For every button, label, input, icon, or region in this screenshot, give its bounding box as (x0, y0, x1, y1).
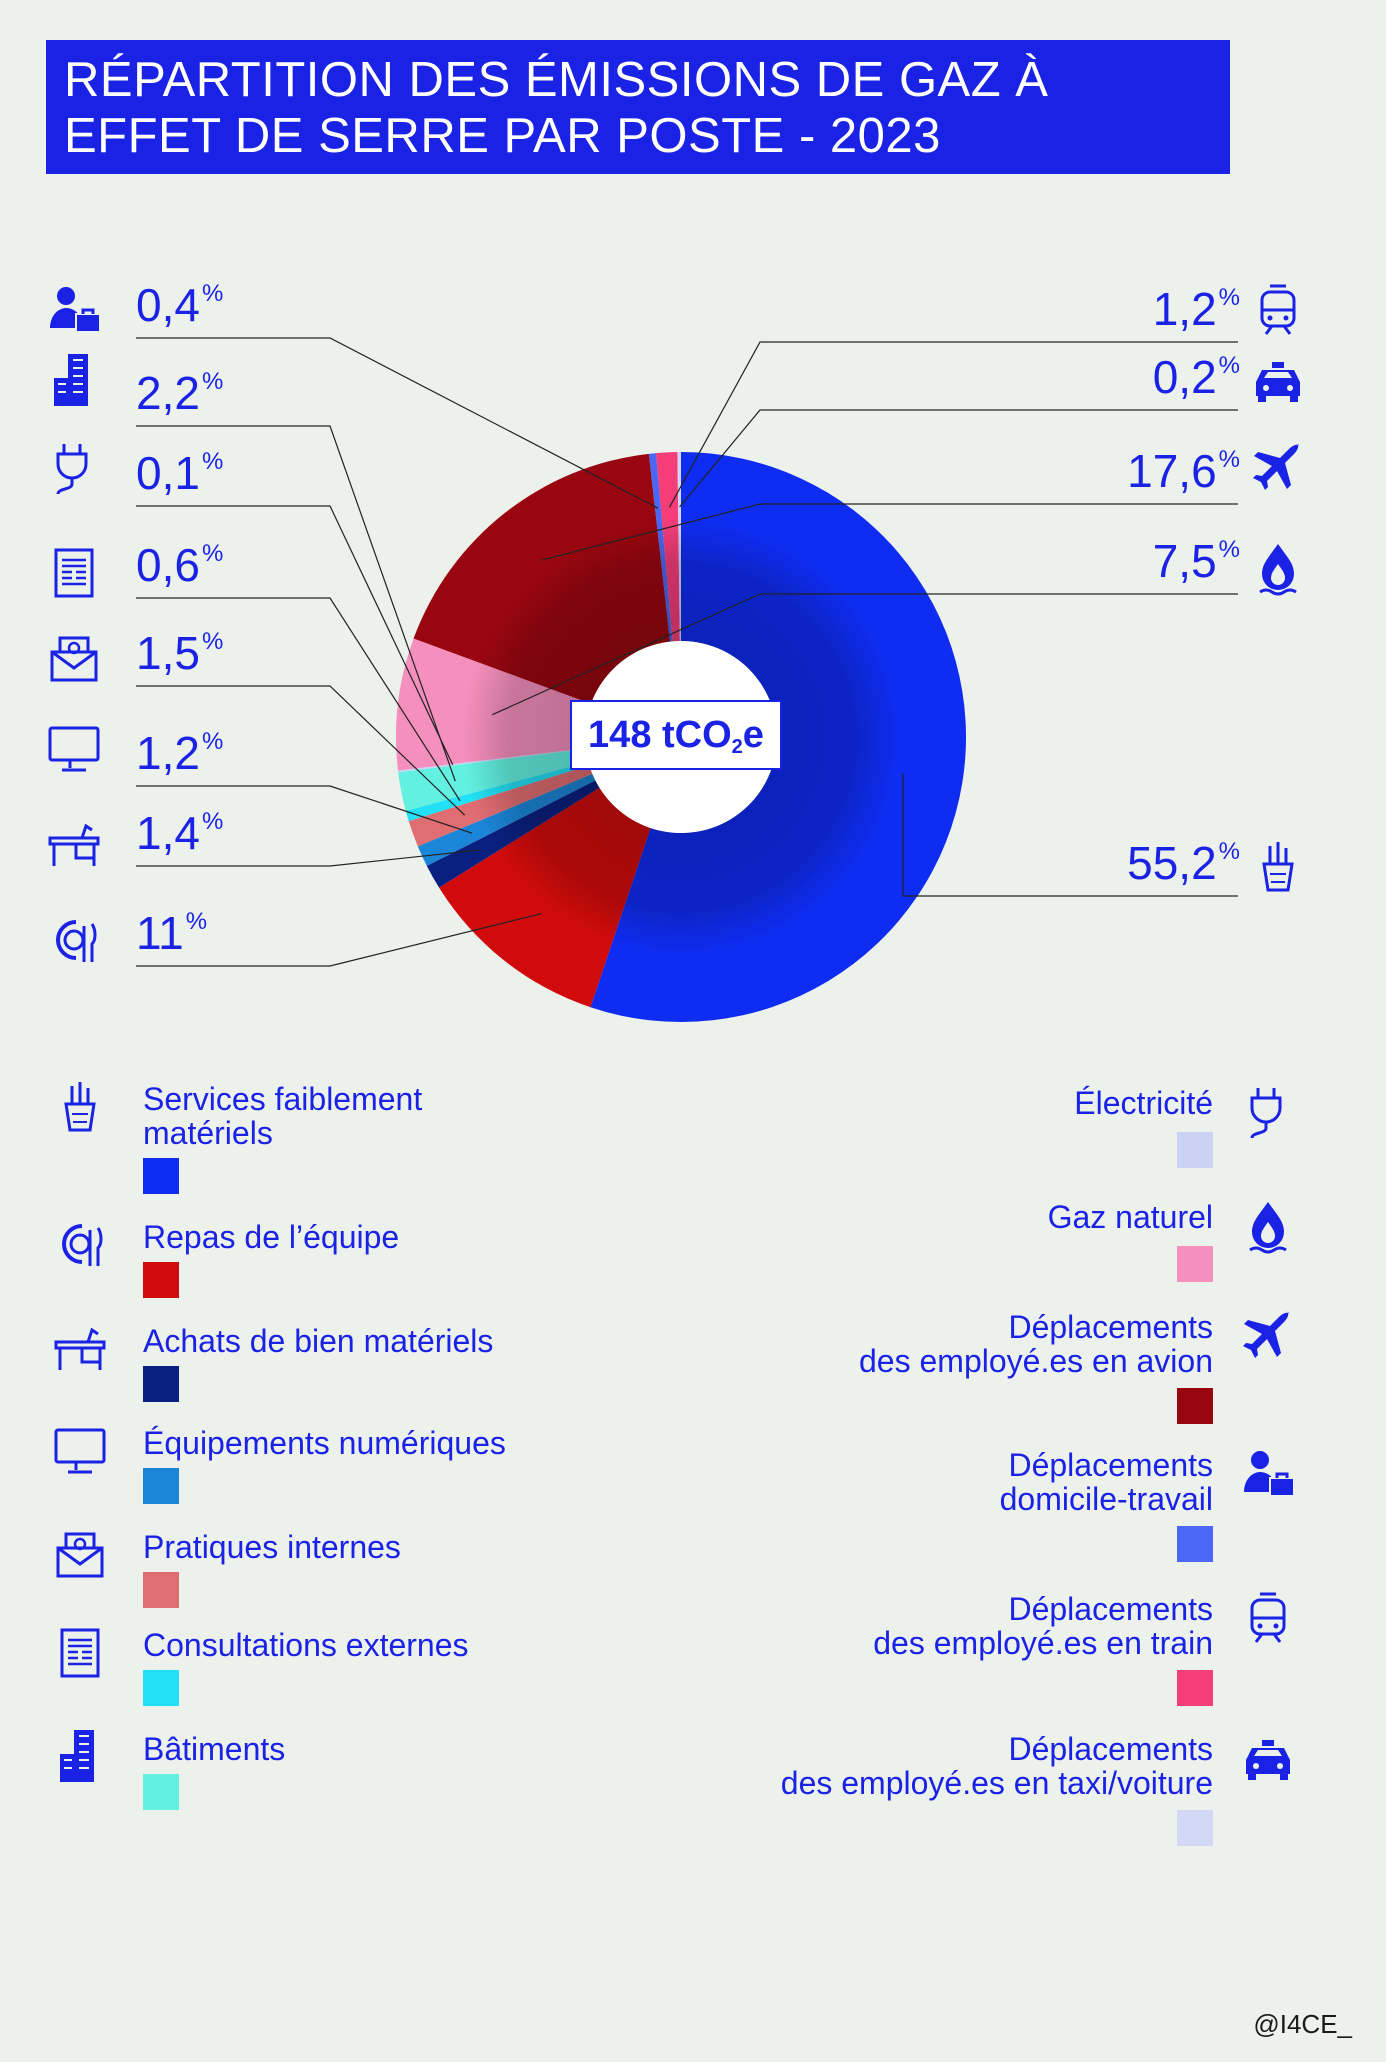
percent-label: 0,2% (1152, 351, 1240, 403)
train-icon (1240, 1590, 1296, 1646)
commuter-icon (1240, 1446, 1296, 1502)
legend-label: Pratiques internes (143, 1529, 401, 1565)
percent-label: 1,4% (136, 807, 224, 859)
legend-swatch (1177, 1246, 1213, 1282)
legend-label: Services faiblement matériels (143, 1081, 423, 1151)
legend-swatch (1177, 1810, 1213, 1846)
leader-line (136, 849, 481, 867)
plug-icon (1240, 1084, 1296, 1140)
leader-line (492, 593, 1238, 716)
building-icon (46, 352, 102, 408)
leader-line (136, 912, 542, 967)
percent-label: 1,5% (136, 627, 224, 679)
legend-swatch (143, 1366, 179, 1402)
percent-label: 0,1% (136, 447, 224, 499)
legend-label: Bâtiments (143, 1731, 286, 1767)
desk-icon (46, 816, 102, 872)
title-banner: RÉPARTITION DES ÉMISSIONS DE GAZ À EFFET… (46, 40, 1230, 174)
document-icon (46, 544, 102, 600)
car-icon (1250, 352, 1306, 408)
legend-label: Électricité (1074, 1085, 1213, 1121)
email-icon (52, 1526, 108, 1582)
monitor-icon (52, 1422, 108, 1478)
percent-label: 1,2% (1152, 283, 1240, 335)
leader-line (668, 341, 1238, 508)
monitor-icon (46, 720, 102, 776)
document-icon (52, 1624, 108, 1680)
desk-icon (52, 1320, 108, 1376)
legend-label: Gaz naturel (1047, 1199, 1213, 1235)
flame-icon (1240, 1198, 1296, 1254)
legend-label: Déplacements domicile-travail (999, 1447, 1213, 1517)
plate-cutlery-icon (52, 1216, 108, 1272)
car-icon (1240, 1730, 1296, 1786)
plate-cutlery-icon (46, 912, 102, 968)
leader-line (136, 597, 461, 802)
total-emissions-label: 148 tCO2e (570, 700, 782, 770)
legend-swatch (143, 1158, 179, 1194)
percent-label: 0,6% (136, 539, 224, 591)
flame-icon (1250, 540, 1306, 596)
credit: @I4CE_ (1253, 2009, 1352, 2039)
chart-title: RÉPARTITION DES ÉMISSIONS DE GAZ À EFFET… (64, 53, 1049, 163)
legend-label: Repas de l’équipe (143, 1219, 400, 1255)
leader-line (902, 773, 1238, 897)
email-icon (46, 630, 102, 686)
legend-swatch (1177, 1670, 1213, 1706)
pencil-cup-icon (52, 1078, 108, 1134)
airplane-icon (1250, 440, 1306, 496)
airplane-icon (1240, 1308, 1296, 1364)
building-icon (52, 1728, 108, 1784)
leader-line (136, 337, 659, 509)
legend-swatch (1177, 1388, 1213, 1424)
legend-label: Équipements numériques (143, 1425, 506, 1461)
leader-line (679, 409, 1238, 508)
legend-swatch (143, 1572, 179, 1608)
percent-label: 2,2% (136, 367, 224, 419)
legend-label: Consultations externes (143, 1627, 469, 1663)
legend-label: Déplacements des employé.es en train (873, 1591, 1213, 1661)
leader-line (541, 503, 1238, 561)
leader-line (136, 425, 456, 782)
train-icon (1250, 282, 1306, 338)
legend-swatch (143, 1774, 179, 1810)
pencil-cup-icon (1250, 838, 1306, 894)
percent-label: 0,4% (136, 279, 224, 331)
legend-swatch (143, 1670, 179, 1706)
legend-swatch (143, 1262, 179, 1298)
commuter-icon (46, 282, 102, 338)
leader-line (136, 785, 473, 834)
legend-swatch (1177, 1526, 1213, 1562)
legend-swatch (143, 1468, 179, 1504)
leader-line (136, 505, 454, 765)
percent-label: 7,5% (1152, 535, 1240, 587)
percent-label: 55,2% (1127, 837, 1240, 889)
legend-swatch (1177, 1132, 1213, 1168)
legend-label: Déplacements des employé.es en avion (859, 1309, 1213, 1379)
leader-line (136, 685, 466, 816)
percent-label: 1,2% (136, 727, 224, 779)
legend-label: Achats de bien matériels (143, 1323, 494, 1359)
percent-label: 17,6% (1127, 445, 1240, 497)
plug-icon (46, 440, 102, 496)
legend-label: Déplacements des employé.es en taxi/voit… (780, 1731, 1213, 1801)
percent-label: 11% (136, 907, 208, 959)
